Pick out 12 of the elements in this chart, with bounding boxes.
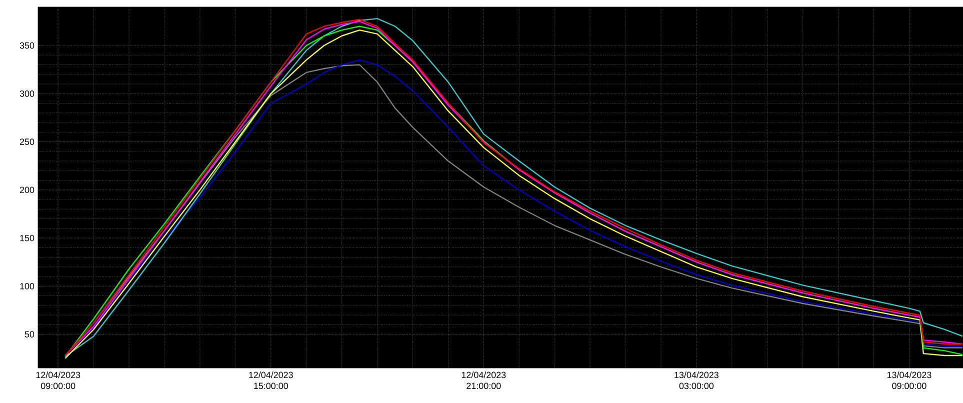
x-tick-label: 13/04/2023 09:00:00 [887, 372, 932, 390]
y-tick-label: 250 [20, 138, 34, 145]
x-tick-label: 12/04/2023 09:00:00 [36, 372, 80, 390]
y-tick-label: 350 [20, 42, 34, 49]
x-tick-label: 12/04/2023 21:00:00 [462, 372, 506, 390]
y-tick-label: 50 [24, 331, 34, 338]
x-tick-label: 13/04/2023 03:00:00 [674, 372, 718, 390]
x-tick-label: 12/04/2023 15:00:00 [249, 372, 293, 390]
y-tick-label: 100 [20, 282, 34, 290]
y-tick-label: 300 [20, 90, 34, 97]
y-tick-label: 200 [20, 186, 34, 194]
y-tick-label: 150 [20, 234, 34, 242]
